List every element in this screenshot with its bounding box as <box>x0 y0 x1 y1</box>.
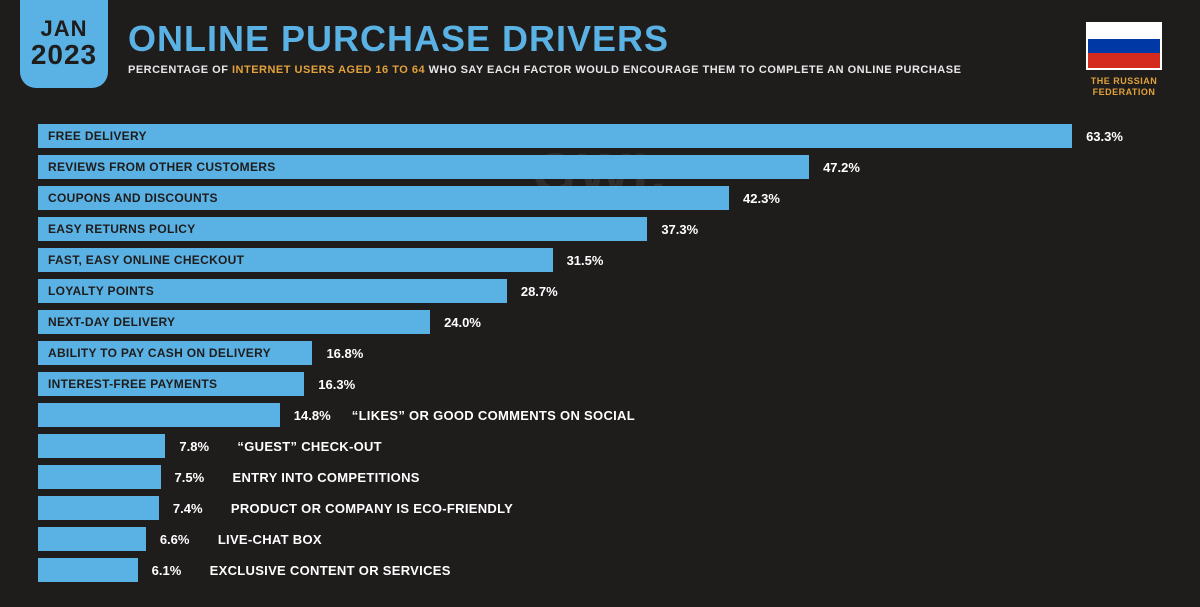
chart-row: 6.6% LIVE-CHAT BOX <box>38 525 1162 553</box>
country-label: THE RUSSIAN FEDERATION <box>1076 76 1172 98</box>
date-year: 2023 <box>31 40 97 71</box>
chart-row: COUPONS AND DISCOUNTS 42.3% <box>38 184 1162 212</box>
bar-chart: FREE DELIVERY 63.3% REVIEWS FROM OTHER CUS… <box>38 122 1162 583</box>
chart-row: FAST, EASY ONLINE CHECKOUT 31.5% <box>38 246 1162 274</box>
bar-value: 7.5% <box>175 463 205 491</box>
chart-subtitle: PERCENTAGE OF INTERNET USERS AGED 16 TO … <box>128 64 1040 76</box>
chart-bar <box>38 465 161 489</box>
bar-label: REVIEWS FROM OTHER CUSTOMERS <box>38 160 276 174</box>
chart-bar: LOYALTY POINTS <box>38 279 507 303</box>
chart-row: EASY RETURNS POLICY 37.3% <box>38 215 1162 243</box>
bar-value: 24.0% <box>444 308 481 336</box>
chart-row: 14.8% “LIKES” OR GOOD COMMENTS ON SOCIAL <box>38 401 1162 429</box>
subtitle-pre: PERCENTAGE OF <box>128 64 232 76</box>
bar-label: LOYALTY POINTS <box>38 284 154 298</box>
subtitle-highlight: INTERNET USERS AGED 16 TO 64 <box>232 64 425 76</box>
bar-value: 16.8% <box>326 339 363 367</box>
bar-value: 6.1% <box>152 556 182 584</box>
bar-value: 42.3% <box>743 184 780 212</box>
chart-bar: FREE DELIVERY <box>38 124 1072 148</box>
chart-row: 7.4% PRODUCT OR COMPANY IS ECO-FRIENDLY <box>38 494 1162 522</box>
title-block: ONLINE PURCHASE DRIVERS PERCENTAGE OF IN… <box>128 18 1040 76</box>
bar-label: EASY RETURNS POLICY <box>38 222 196 236</box>
chart-row: 7.8% “GUEST” CHECK-OUT <box>38 432 1162 460</box>
flag-stripe <box>1088 53 1160 68</box>
chart-row: 6.1% EXCLUSIVE CONTENT OR SERVICES <box>38 556 1162 584</box>
chart-row: LOYALTY POINTS 28.7% <box>38 277 1162 305</box>
chart-bar: EASY RETURNS POLICY <box>38 217 647 241</box>
bar-label: EXCLUSIVE CONTENT OR SERVICES <box>210 556 451 584</box>
bar-label: FREE DELIVERY <box>38 129 147 143</box>
bar-value: 6.6% <box>160 525 190 553</box>
flag-stripe <box>1088 24 1160 39</box>
bar-label: COUPONS AND DISCOUNTS <box>38 191 218 205</box>
bar-label: ENTRY INTO COMPETITIONS <box>233 463 420 491</box>
bar-label: ABILITY TO PAY CASH ON DELIVERY <box>38 346 271 360</box>
chart-row: REVIEWS FROM OTHER CUSTOMERS 47.2% <box>38 153 1162 181</box>
chart-bar: INTEREST-FREE PAYMENTS <box>38 372 304 396</box>
bar-value: 28.7% <box>521 277 558 305</box>
chart-bar: COUPONS AND DISCOUNTS <box>38 186 729 210</box>
bar-value: 37.3% <box>661 215 698 243</box>
flag-stripe <box>1088 39 1160 54</box>
bar-value: 7.8% <box>179 432 209 460</box>
chart-bar <box>38 527 146 551</box>
bar-label: FAST, EASY ONLINE CHECKOUT <box>38 253 244 267</box>
bar-label: PRODUCT OR COMPANY IS ECO-FRIENDLY <box>231 494 513 522</box>
bar-label: NEXT-DAY DELIVERY <box>38 315 175 329</box>
bar-label: INTEREST-FREE PAYMENTS <box>38 377 217 391</box>
chart-row: FREE DELIVERY 63.3% <box>38 122 1162 150</box>
chart-bar: NEXT-DAY DELIVERY <box>38 310 430 334</box>
country-flag-icon <box>1086 22 1162 70</box>
chart-row: ABILITY TO PAY CASH ON DELIVERY 16.8% <box>38 339 1162 367</box>
bar-value: 31.5% <box>567 246 604 274</box>
chart-bar: ABILITY TO PAY CASH ON DELIVERY <box>38 341 312 365</box>
bar-label: LIVE-CHAT BOX <box>218 525 322 553</box>
date-month: JAN <box>40 18 87 40</box>
chart-bar <box>38 558 138 582</box>
chart-bar: FAST, EASY ONLINE CHECKOUT <box>38 248 553 272</box>
bar-value: 63.3% <box>1086 122 1123 150</box>
date-badge: JAN 2023 <box>20 0 108 88</box>
bar-value: 16.3% <box>318 370 355 398</box>
chart-title: ONLINE PURCHASE DRIVERS <box>128 18 1040 60</box>
chart-bar <box>38 496 159 520</box>
bar-label: “LIKES” OR GOOD COMMENTS ON SOCIAL <box>352 401 635 429</box>
chart-bar <box>38 403 280 427</box>
bar-label: “GUEST” CHECK-OUT <box>237 432 382 460</box>
chart-bar <box>38 434 165 458</box>
chart-bar: REVIEWS FROM OTHER CUSTOMERS <box>38 155 809 179</box>
chart-row: 7.5% ENTRY INTO COMPETITIONS <box>38 463 1162 491</box>
bar-value: 47.2% <box>823 153 860 181</box>
chart-row: INTEREST-FREE PAYMENTS 16.3% <box>38 370 1162 398</box>
bar-value: 14.8% <box>294 401 331 429</box>
chart-row: NEXT-DAY DELIVERY 24.0% <box>38 308 1162 336</box>
country-block: THE RUSSIAN FEDERATION <box>1076 22 1172 98</box>
bar-value: 7.4% <box>173 494 203 522</box>
subtitle-post: WHO SAY EACH FACTOR WOULD ENCOURAGE THEM… <box>425 64 961 76</box>
